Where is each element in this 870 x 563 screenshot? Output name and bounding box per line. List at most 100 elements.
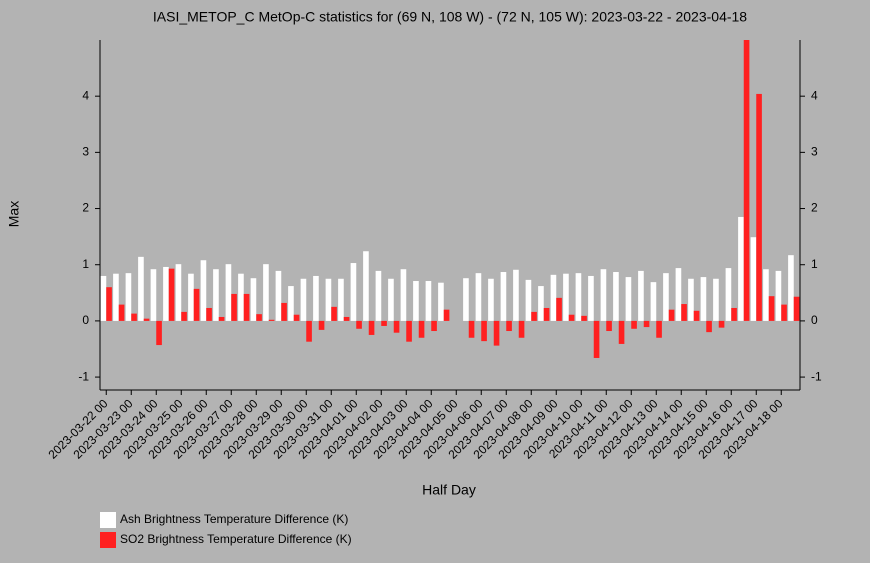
y-tick-label: 2 [82, 201, 89, 215]
legend-swatch [100, 512, 116, 528]
bar [543, 307, 550, 321]
bar [363, 251, 369, 321]
bar [688, 278, 694, 321]
bar [606, 320, 612, 332]
bar [413, 281, 419, 321]
bar [488, 278, 494, 321]
bar [118, 304, 125, 321]
bar [213, 269, 219, 321]
bar [243, 293, 250, 321]
bar [181, 311, 187, 321]
bar [493, 320, 500, 346]
bar [175, 264, 182, 321]
bar [725, 268, 732, 321]
bar [588, 275, 594, 321]
y-tick-label: -1 [78, 369, 89, 383]
bar [250, 278, 257, 321]
bar [438, 282, 444, 321]
bar [656, 320, 662, 338]
bar [275, 270, 282, 321]
bar [531, 311, 537, 321]
bar [293, 314, 300, 321]
bar [238, 273, 244, 321]
bar [100, 275, 107, 321]
bar [443, 309, 450, 321]
bar [706, 320, 712, 333]
bar [113, 273, 119, 321]
bar [638, 270, 644, 321]
bar [281, 302, 287, 321]
bar [713, 278, 719, 321]
bar [331, 306, 337, 321]
y-tick-label-right: 2 [811, 201, 818, 215]
bar [768, 296, 775, 321]
bar [375, 270, 382, 321]
bar [538, 286, 544, 321]
bar [756, 93, 762, 321]
bar [406, 320, 412, 342]
bar [231, 293, 237, 321]
bar [356, 320, 362, 329]
bar [600, 269, 607, 321]
y-tick-label: 3 [82, 145, 89, 159]
bar [568, 314, 575, 321]
bar [338, 278, 344, 321]
bar [618, 320, 625, 344]
y-tick-label-right: -1 [811, 369, 822, 383]
bar [463, 278, 469, 321]
y-tick-label-right: 3 [811, 145, 818, 159]
chart-title: IASI_METOP_C MetOp-C statistics for (69 … [153, 9, 747, 25]
bar [681, 304, 687, 321]
bar [475, 273, 482, 321]
bar [300, 278, 307, 321]
bar [631, 320, 637, 329]
bar [518, 320, 525, 338]
bar [750, 237, 757, 321]
bar [793, 296, 800, 321]
bar [693, 310, 700, 321]
bar [743, 40, 750, 321]
bar [650, 282, 657, 321]
bar [550, 274, 557, 321]
bar [581, 315, 587, 321]
bar [718, 320, 725, 328]
legend-label: Ash Brightness Temperature Difference (K… [120, 512, 348, 526]
bar [268, 319, 275, 321]
bar [575, 273, 582, 321]
bar [556, 297, 562, 321]
legend-swatch [100, 532, 116, 548]
bar [500, 272, 507, 321]
bar [193, 288, 200, 321]
bar [700, 277, 707, 321]
bar [106, 287, 112, 321]
x-axis-label: Half Day [422, 482, 476, 498]
bar [763, 269, 769, 321]
y-tick-label: 0 [82, 313, 89, 327]
y-tick-label-right: 0 [811, 313, 818, 327]
bar [206, 307, 212, 321]
bar [775, 270, 782, 321]
bar [613, 272, 619, 321]
bar [225, 264, 232, 321]
y-tick-label: 1 [82, 257, 89, 271]
bar [663, 273, 669, 321]
bar [200, 260, 207, 321]
bar [325, 278, 332, 321]
bar [256, 314, 262, 321]
bar [143, 318, 150, 321]
bar [418, 320, 425, 338]
bar [343, 316, 350, 321]
bar [318, 320, 325, 330]
bar [781, 304, 787, 321]
bar [525, 279, 532, 321]
bar [731, 307, 737, 321]
bar [218, 316, 225, 321]
bar [381, 320, 387, 326]
bar [563, 273, 569, 321]
bar [163, 266, 169, 321]
bar [431, 320, 437, 332]
bar [393, 320, 400, 333]
bar [306, 320, 312, 342]
